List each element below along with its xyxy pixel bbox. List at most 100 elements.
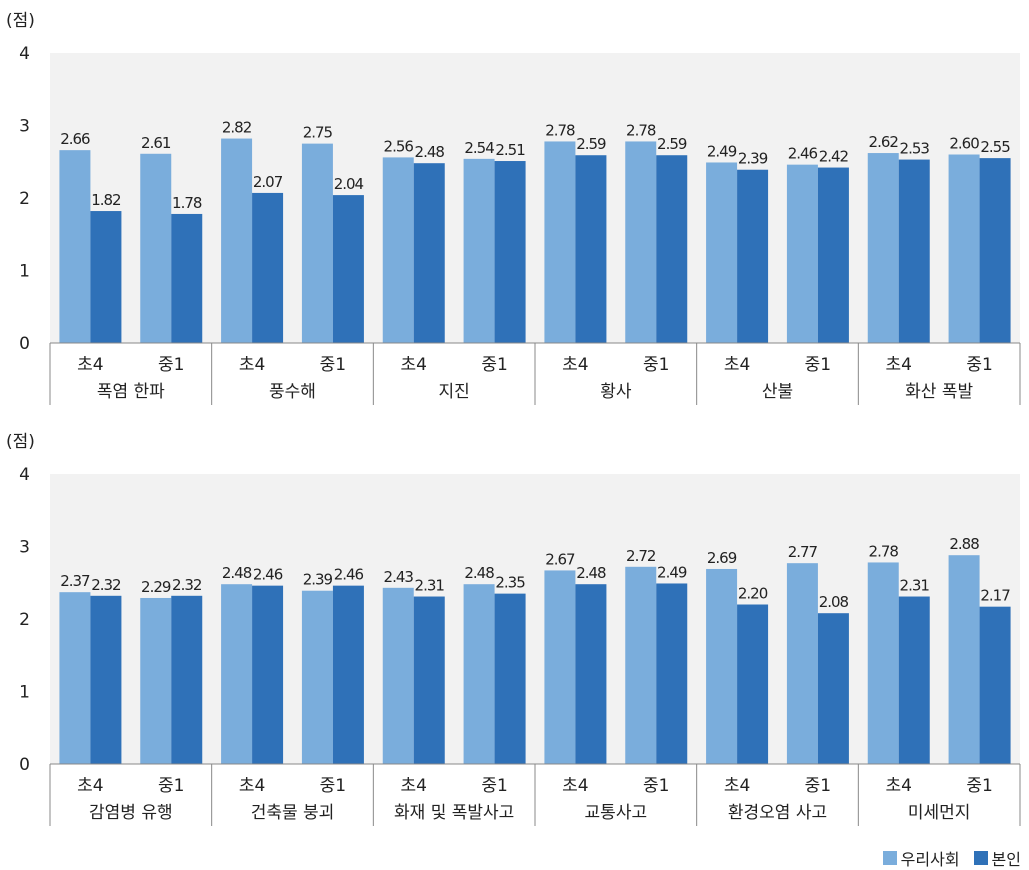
bar-series-2 — [656, 155, 688, 343]
x-subcategory-label: 초4 — [724, 776, 750, 796]
data-label: 2.32 — [172, 576, 202, 594]
data-label: 2.29 — [141, 578, 171, 596]
data-label: 2.46 — [253, 566, 283, 584]
bar-series-2 — [817, 613, 849, 764]
x-group-label: 황사 — [600, 382, 632, 402]
x-subcategory-label: 중1 — [966, 355, 992, 375]
bar-series-1 — [463, 158, 495, 343]
bar-series-2 — [252, 192, 284, 343]
bar-series-2 — [413, 596, 445, 764]
y-tick-label: 3 — [19, 538, 30, 558]
legend: 우리사회 본인 — [882, 846, 1021, 870]
x-subcategory-label: 초4 — [77, 355, 103, 375]
data-label: 2.48 — [464, 564, 494, 582]
x-subcategory-label: 초4 — [401, 355, 427, 375]
legend-swatch-series-2 — [973, 851, 988, 865]
bar-series-2 — [332, 195, 364, 343]
data-label: 2.75 — [303, 124, 333, 142]
x-subcategory-label: 중1 — [158, 776, 184, 796]
x-subcategory-label: 초4 — [239, 355, 265, 375]
chart-panel-1: (점) 0 1 2 3 4 2.66 1.82 초4 2.61 1.78 중1 폭염 한파 2.82 2.0… — [6, 11, 1021, 405]
bar-series-2 — [979, 158, 1011, 343]
bar-series-2 — [494, 593, 526, 764]
data-label: 2.61 — [141, 134, 171, 152]
data-label: 2.42 — [819, 148, 849, 166]
bar-series-2 — [575, 584, 607, 764]
bar-series-1 — [948, 555, 980, 764]
bar-series-2 — [898, 159, 930, 343]
bar-series-2 — [90, 595, 122, 764]
data-label: 2.78 — [545, 121, 575, 139]
bar-series-1 — [786, 563, 818, 764]
x-subcategory-label: 초4 — [886, 355, 912, 375]
y-tick-label: 0 — [19, 334, 30, 354]
bar-series-1 — [625, 566, 657, 764]
data-label: 2.78 — [626, 121, 656, 139]
legend-item-series-1: 우리사회 — [882, 846, 960, 870]
unit-label: (점) — [6, 432, 35, 452]
data-label: 2.59 — [576, 135, 606, 153]
bar-series-1 — [301, 143, 333, 343]
bar-series-2 — [737, 604, 769, 764]
bar-series-1 — [544, 141, 576, 343]
x-subcategory-label: 중1 — [481, 776, 507, 796]
bar-series-1 — [301, 590, 333, 764]
data-label: 2.54 — [464, 139, 494, 157]
x-subcategory-label: 초4 — [562, 776, 588, 796]
x-group-label: 미세먼지 — [908, 803, 971, 823]
bar-series-2 — [252, 585, 284, 764]
y-tick-label: 4 — [19, 465, 30, 485]
x-subcategory-label: 중1 — [643, 355, 669, 375]
bar-series-1 — [706, 568, 738, 764]
data-label: 2.72 — [626, 547, 656, 565]
bar-series-1 — [140, 597, 172, 764]
bar-series-2 — [979, 606, 1011, 764]
data-label: 2.88 — [949, 535, 979, 553]
x-subcategory-label: 중1 — [320, 355, 346, 375]
bar-series-1 — [59, 592, 91, 764]
x-group-label: 풍수해 — [269, 382, 316, 402]
data-label: 2.48 — [222, 564, 252, 582]
data-label: 2.39 — [738, 150, 768, 168]
bar-series-2 — [575, 155, 607, 343]
data-label: 2.49 — [657, 563, 687, 581]
bar-series-2 — [656, 583, 688, 764]
data-label: 2.62 — [869, 133, 899, 151]
bar-series-1 — [625, 141, 657, 343]
data-label: 2.35 — [495, 574, 525, 592]
x-group-label: 환경오염 사고 — [728, 803, 827, 823]
x-subcategory-label: 초4 — [724, 355, 750, 375]
y-tick-label: 0 — [19, 755, 30, 775]
data-label: 2.53 — [900, 140, 930, 158]
data-label: 2.55 — [980, 138, 1010, 156]
data-label: 2.32 — [91, 576, 121, 594]
data-label: 2.17 — [980, 587, 1010, 605]
data-label: 2.37 — [60, 572, 90, 590]
plot-background — [50, 53, 1020, 343]
x-subcategory-label: 중1 — [805, 776, 831, 796]
data-label: 2.04 — [334, 175, 364, 193]
x-group-label: 화산 폭발 — [905, 382, 973, 402]
data-label: 2.77 — [788, 543, 818, 561]
bar-series-2 — [494, 161, 526, 343]
bar-series-1 — [221, 138, 253, 343]
bar-series-1 — [382, 157, 414, 343]
x-subcategory-label: 중1 — [158, 355, 184, 375]
x-subcategory-label: 중1 — [966, 776, 992, 796]
x-group-label: 교통사고 — [585, 803, 648, 823]
data-label: 1.78 — [172, 194, 202, 212]
bar-series-1 — [706, 162, 738, 343]
x-subcategory-label: 초4 — [562, 355, 588, 375]
data-label: 2.66 — [60, 130, 90, 148]
bar-series-1 — [786, 164, 818, 343]
x-subcategory-label: 중1 — [481, 355, 507, 375]
unit-label: (점) — [6, 11, 35, 31]
bar-series-2 — [171, 595, 203, 764]
bar-series-1 — [382, 587, 414, 764]
bar-series-1 — [463, 584, 495, 764]
data-label: 2.56 — [384, 137, 414, 155]
bar-series-1 — [59, 150, 91, 343]
data-label: 2.39 — [303, 571, 333, 589]
x-subcategory-label: 중1 — [320, 776, 346, 796]
